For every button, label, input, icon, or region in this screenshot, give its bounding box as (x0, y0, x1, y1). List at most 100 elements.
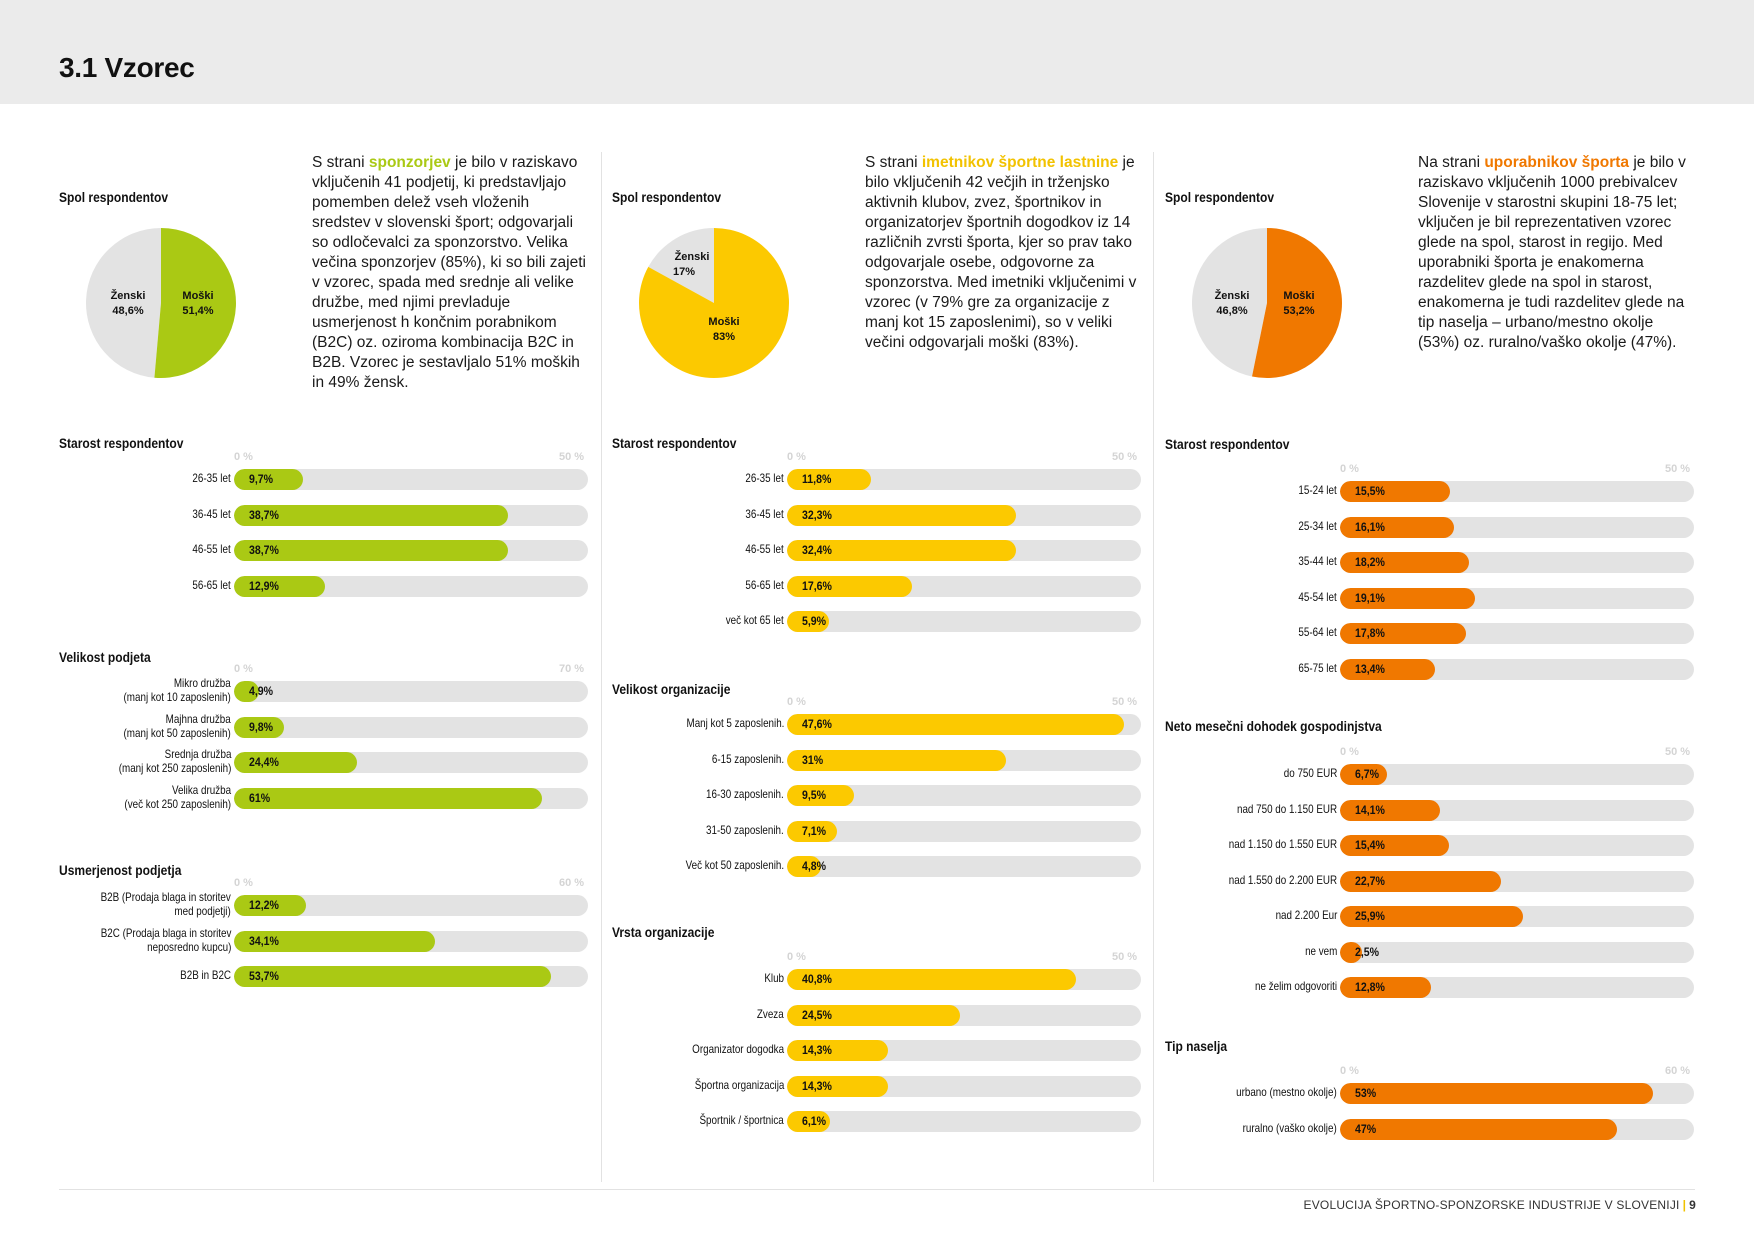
intro-paragraph: S strani sponzorjev je bilo v raziskavo … (312, 154, 586, 391)
bar-label: ne vem (1305, 940, 1337, 962)
bar-fill (1340, 658, 1435, 680)
bar-track (1340, 481, 1694, 502)
bar-track (234, 930, 588, 952)
bar-track (234, 504, 588, 526)
column-divider (1153, 152, 1154, 1182)
bar-label-line: ne želim odgovoriti (1254, 979, 1337, 993)
bar-row: B2B in B2C 53,7% (59, 964, 589, 987)
bar-fill (787, 820, 838, 842)
bar-fill (234, 575, 326, 597)
bar-label-line: 46-55 let (192, 542, 231, 556)
gender-pie-chart: Ženski 17% Moški 83% (639, 228, 790, 378)
bar-row: 46-55 let 32,4% (612, 538, 1142, 561)
bar-label-line: Športnik / športnica (699, 1113, 784, 1127)
bar-value: 47% (1355, 1122, 1377, 1136)
gender-title: Spol respondentov (59, 189, 169, 205)
bar-track (234, 681, 588, 702)
bar-label: B2C (Prodaja blaga in storitev neposredno… (100, 926, 231, 954)
bar-label-line: Manj kot 5 zaposlenih. (686, 716, 784, 730)
bar-label-line: 36-45 let (192, 506, 231, 521)
bar-row: ne vem 2,5% (1165, 940, 1695, 963)
bar-row: 26-35 let 11,8% (612, 467, 1142, 490)
bar-value: 11,8% (802, 472, 832, 486)
bar-track (1340, 870, 1694, 892)
bar-label-line: Klub (764, 971, 784, 985)
footer-separator: | (1682, 1198, 1687, 1212)
bar-track (1340, 658, 1694, 680)
bar-label: Športnik / športnica (700, 1109, 784, 1131)
bar-value: 38,7% (249, 543, 279, 557)
section-title-settlement: Tip naselja (1165, 1038, 1228, 1054)
bar-value: 4,8% (802, 859, 827, 873)
bar-track (1340, 906, 1694, 927)
pie-value-female: 48,6% (112, 305, 143, 317)
bar-label-line: Mikro družba (174, 676, 231, 690)
footer-text: EVOLUCIJA ŠPORTNO-SPONZORSKE INDUSTRIJE … (1303, 1198, 1680, 1212)
bar-value: 17,6% (802, 578, 832, 593)
bar-fill (787, 469, 871, 490)
bar-fill (1340, 835, 1450, 856)
bar-track (787, 611, 1141, 632)
bar-label-line: 45-54 let (1298, 589, 1337, 604)
bar-fill (787, 611, 829, 632)
bar-row: ne želim odgovoriti 12,8% (1165, 975, 1695, 998)
bar-row: 16-30 zaposlenih. 9,5% (612, 783, 1142, 806)
bar-fill (787, 540, 1017, 561)
bar-value: 15,4% (1355, 838, 1385, 852)
bar-value: 14,3% (802, 1078, 832, 1093)
bar-value: 24,5% (802, 1007, 832, 1022)
bar-track (787, 749, 1141, 771)
pie-slice-female (1191, 228, 1267, 377)
pie-value-male: 53,2% (1283, 305, 1314, 317)
bar-row: 26-35 let 9,7% (59, 467, 589, 490)
bar-fill (787, 1075, 889, 1097)
bar-label: 15-24 let (1299, 479, 1337, 501)
bar-label-line: 56-65 let (745, 577, 784, 592)
intro-paragraph: Na strani uporabnikov športa je bilo v r… (1418, 154, 1686, 351)
bar-label-line: Zveza (757, 1006, 784, 1021)
bar-fill (234, 540, 508, 561)
pie-label-female: Ženski (1215, 289, 1250, 302)
bar-label: 46-55 let (746, 538, 784, 560)
bar-row: 46-55 let 38,7% (59, 538, 589, 561)
scale-max-label: 50 % (1665, 746, 1691, 758)
bar-label-line: Srednja družba (164, 747, 231, 761)
bar-value: 40,8% (802, 972, 832, 986)
bar-track (787, 504, 1141, 526)
bar-label: 65-75 let (1299, 657, 1337, 679)
bar-track (1340, 977, 1694, 998)
bar-track (1340, 941, 1694, 963)
bar-label: ruralno (vaško okolje) (1243, 1117, 1337, 1139)
bar-fill (234, 504, 508, 526)
bar-value: 32,4% (802, 543, 832, 557)
pie-slice-female (648, 228, 714, 303)
intro-paragraph: S strani imetnikov športne lastnine je b… (865, 154, 1137, 351)
bar-label: 56-65 let (746, 574, 784, 596)
bar-row: 56-65 let 12,9% (59, 574, 589, 597)
bar-fill (787, 969, 1076, 990)
bar-label-line: 55-64 let (1298, 625, 1337, 639)
bar-label-line: nad 1.150 do 1.550 EUR (1228, 837, 1337, 851)
bar-row: 35-44 let 18,2% (1165, 550, 1695, 573)
bar-track (787, 1111, 1141, 1132)
pie-value-female: 17% (673, 266, 695, 278)
bar-row: Velika družba (več kot 250 zaposlenih) 61% (59, 783, 589, 811)
section-title-company-size: Velikost podjeta (59, 649, 151, 665)
scale-min-label: 0 % (234, 451, 253, 463)
bar-track (1340, 1083, 1694, 1104)
bar-label-line: nad 1.550 do 2.200 EUR (1228, 872, 1337, 887)
bar-value: 15,5% (1355, 484, 1385, 498)
bar-row: ruralno (vaško okolje) 47% (1165, 1117, 1695, 1140)
bar-fill (1340, 552, 1469, 573)
bar-label-line: 25-34 let (1298, 518, 1337, 533)
bar-label: B2B in B2C (180, 964, 231, 986)
footer-rule (59, 1189, 1695, 1190)
pie-label-female: Ženski (111, 289, 146, 302)
bar-label-line: 65-75 let (1298, 660, 1337, 675)
bar-label-line: ruralno (vaško okolje) (1242, 1121, 1337, 1135)
bar-value: 9,5% (802, 788, 827, 802)
bar-label: več kot 65 let (726, 609, 784, 631)
bar-row: nad 750 do 1.150 EUR 14,1% (1165, 798, 1695, 821)
bar-label-line: Majhna družba (165, 711, 231, 726)
bar-fill (1340, 941, 1362, 963)
